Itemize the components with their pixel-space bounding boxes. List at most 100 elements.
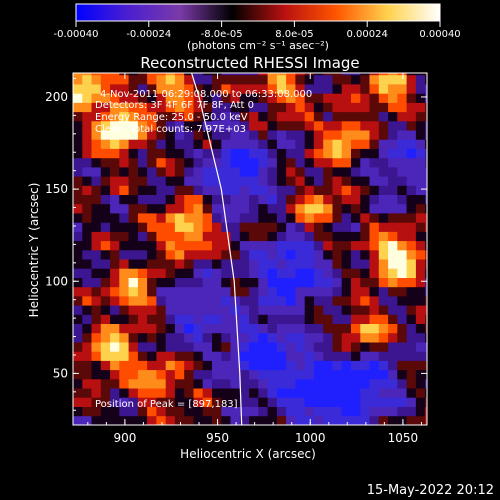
heatmap-cell bbox=[425, 231, 427, 242]
heatmap-cell bbox=[295, 130, 306, 140]
heatmap-cell bbox=[137, 369, 148, 380]
heatmap-cell bbox=[249, 120, 259, 131]
heatmap-cell bbox=[341, 120, 352, 131]
heatmap-cell bbox=[267, 360, 278, 371]
heatmap-cell bbox=[184, 157, 194, 168]
heatmap-cell bbox=[258, 74, 268, 85]
heatmap-cell bbox=[174, 74, 185, 85]
heatmap-cell bbox=[147, 277, 157, 288]
heatmap-cell bbox=[415, 259, 426, 269]
heatmap-cell bbox=[221, 332, 231, 343]
heatmap-cell bbox=[165, 277, 176, 288]
heatmap-cell bbox=[73, 388, 83, 398]
heatmap-cell bbox=[313, 231, 324, 242]
heatmap-cell bbox=[406, 305, 417, 315]
heatmap-cell bbox=[147, 332, 157, 343]
heatmap-cell bbox=[202, 259, 213, 269]
heatmap-cell bbox=[378, 139, 389, 149]
heatmap-cell bbox=[156, 73, 167, 76]
heatmap-cell bbox=[360, 167, 370, 177]
heatmap-cell bbox=[137, 314, 148, 324]
heatmap-cell bbox=[378, 360, 389, 371]
heatmap-cell bbox=[230, 332, 241, 343]
heatmap-cell bbox=[323, 332, 333, 343]
heatmap-cell bbox=[323, 222, 333, 232]
heatmap-cell bbox=[137, 93, 148, 103]
heatmap-cell bbox=[184, 139, 194, 149]
heatmap-cell bbox=[156, 332, 167, 343]
heatmap-cell bbox=[369, 213, 380, 223]
heatmap-cell bbox=[128, 378, 139, 389]
heatmap-cell bbox=[425, 415, 427, 425]
heatmap-cell bbox=[304, 249, 315, 260]
colorbar: -0.00040 -0.00024 -8.0e-05 8.0e-05 0.00024 0.… bbox=[54, 3, 461, 52]
heatmap-cell bbox=[369, 332, 380, 343]
heatmap-cell bbox=[100, 93, 111, 103]
heatmap-cell bbox=[119, 167, 129, 177]
heatmap-cell bbox=[73, 415, 83, 425]
heatmap-cell bbox=[193, 360, 204, 371]
heatmap-cell bbox=[332, 84, 343, 94]
heatmap-cell bbox=[147, 296, 157, 306]
heatmap-cell bbox=[388, 213, 398, 223]
heatmap-cell bbox=[193, 406, 204, 417]
heatmap-cell bbox=[313, 240, 324, 251]
heatmap-cell bbox=[267, 185, 278, 195]
heatmap-cell bbox=[202, 111, 213, 122]
heatmap-cell bbox=[360, 415, 370, 425]
heatmap-cell bbox=[258, 73, 268, 76]
heatmap-cell bbox=[378, 176, 389, 186]
heatmap-cell bbox=[406, 157, 417, 168]
heatmap-cell bbox=[323, 240, 333, 251]
heatmap-cell bbox=[165, 93, 176, 103]
heatmap-cell bbox=[119, 296, 129, 306]
heatmap-cell bbox=[128, 203, 139, 214]
heatmap-cell bbox=[128, 388, 139, 398]
heatmap-cell bbox=[313, 185, 324, 195]
heatmap-cell bbox=[82, 268, 92, 278]
heatmap-cell bbox=[369, 277, 380, 288]
heatmap-cell bbox=[406, 222, 417, 232]
heatmap-cell bbox=[425, 185, 427, 195]
heatmap-cell bbox=[388, 259, 398, 269]
heatmap-cell bbox=[323, 74, 333, 85]
heatmap-cell bbox=[128, 360, 139, 371]
heatmap-cell bbox=[397, 259, 407, 269]
heatmap-cell bbox=[406, 249, 417, 260]
heatmap-cell bbox=[212, 378, 222, 389]
heatmap-cell bbox=[323, 176, 333, 186]
heatmap-cell bbox=[341, 203, 352, 214]
heatmap-cell bbox=[323, 397, 333, 407]
heatmap-cell bbox=[119, 213, 129, 223]
heatmap-cell bbox=[276, 323, 287, 334]
heatmap-cell bbox=[156, 93, 167, 103]
heatmap-cell bbox=[286, 314, 296, 324]
heatmap-cell bbox=[360, 314, 370, 324]
heatmap-cell bbox=[425, 120, 427, 131]
heatmap-cell bbox=[100, 305, 111, 315]
heatmap-cell bbox=[165, 388, 176, 398]
heatmap-cell bbox=[174, 139, 185, 149]
heatmap-cell bbox=[249, 93, 259, 103]
heatmap-cell bbox=[128, 93, 139, 103]
heatmap-cell bbox=[360, 406, 370, 417]
heatmap-cell bbox=[341, 323, 352, 334]
heatmap-cell bbox=[378, 102, 389, 113]
heatmap-cell bbox=[193, 305, 204, 315]
heatmap-cell bbox=[313, 176, 324, 186]
heatmap-cell bbox=[295, 93, 306, 103]
heatmap-cell bbox=[73, 74, 83, 85]
heatmap-cell bbox=[369, 369, 380, 380]
heatmap-cell bbox=[82, 397, 92, 407]
heatmap-cell bbox=[369, 148, 380, 159]
heatmap-cell bbox=[276, 167, 287, 177]
heatmap-cell bbox=[425, 213, 427, 223]
heatmap-cell bbox=[156, 277, 167, 288]
heatmap-cell bbox=[212, 314, 222, 324]
heatmap-cell bbox=[276, 369, 287, 380]
heatmap-cell bbox=[147, 388, 157, 398]
heatmap-cell bbox=[369, 286, 380, 297]
heatmap-cell bbox=[147, 167, 157, 177]
heatmap-cell bbox=[91, 148, 102, 159]
heatmap-cell bbox=[258, 378, 268, 389]
